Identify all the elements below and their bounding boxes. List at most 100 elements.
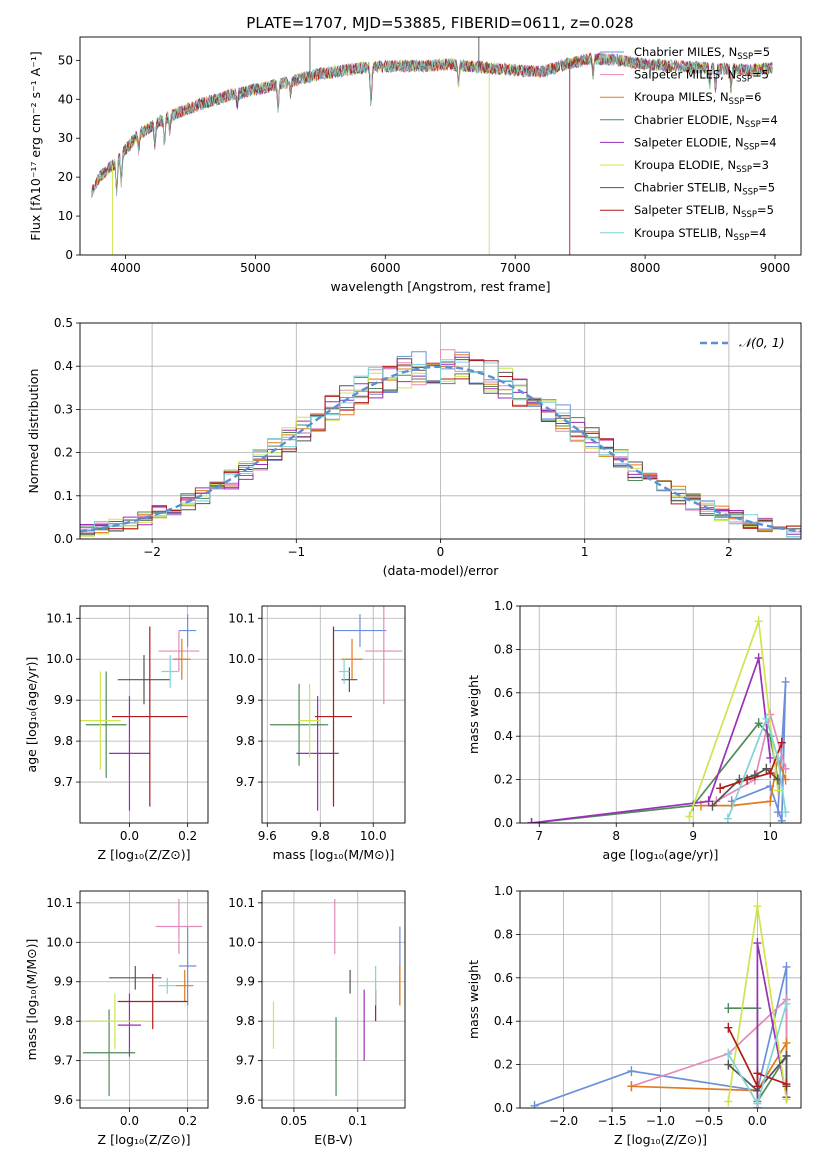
y-axis-label: Flux [fλ10⁻¹⁷ erg cm⁻² s⁻¹ A⁻¹] — [28, 51, 43, 240]
x-tick-label: −1 — [287, 545, 305, 559]
y-tick-label: 9.9 — [54, 975, 73, 989]
x-tick-label: 7 — [535, 829, 543, 843]
y-tick-label: 9.9 — [236, 693, 255, 707]
panel-spectrum: 4000 5000 6000 7000 8000 9000 0 10 20 30 40 50 wavel… — [28, 36, 802, 294]
y-tick-label: 10.1 — [46, 896, 73, 910]
x-tick-label: 9.8 — [311, 829, 330, 843]
x-tick-label: −1.5 — [597, 1114, 626, 1128]
weight-marker-salpeter-elodie — [754, 653, 763, 664]
weight-marker-chabrier-miles — [782, 961, 791, 972]
weight-marker-chabrier-miles — [627, 1066, 636, 1077]
panel-mass-weight-vs-age: 7 8 9 10 0.0 0.2 0.4 0.6 0.8 1.0 age [log₁₀(age/yr… — [466, 599, 802, 862]
plot-area — [82, 898, 203, 1097]
y-tick-label: 40 — [58, 92, 73, 106]
plot-area — [527, 616, 790, 823]
x-tick-label: −2 — [143, 545, 161, 559]
legend-label-salpeter-stelib: Salpeter STELIB, NSSP=5 — [634, 203, 774, 220]
weight-line-salpeter-elodie — [531, 657, 772, 823]
y-axis-label: mass [log₁₀(M/M⊙)] — [24, 939, 39, 1061]
weight-marker-kroupa-stelib — [782, 998, 791, 1009]
x-tick-label: 0.05 — [281, 1114, 308, 1128]
y-tick-label: 0.0 — [54, 532, 73, 546]
x-tick-label: 10.0 — [360, 829, 387, 843]
y-tick-label: 9.9 — [236, 975, 255, 989]
y-axis-label: mass weight — [466, 960, 481, 1039]
weight-line-chabrier-miles — [731, 681, 787, 822]
x-axis-label: age [log₁₀(age/yr)] — [603, 847, 719, 862]
x-axis-label: Z [log₁₀(Z/Z⊙)] — [98, 847, 191, 862]
weight-marker-chabrier-elodie — [724, 1003, 733, 1014]
axes-frame — [519, 890, 802, 1109]
weight-marker-kroupa-miles — [627, 1081, 636, 1092]
weight-marker-chabrier-stelib — [708, 800, 717, 811]
plot-area — [80, 349, 801, 538]
weight-marker-chabrier-stelib — [724, 1059, 733, 1070]
y-tick-label: 0.4 — [494, 1014, 513, 1028]
x-axis-label: (data-model)/error — [383, 563, 500, 578]
weight-marker-chabrier-stelib — [762, 763, 771, 774]
y-tick-label: 10.0 — [46, 935, 73, 949]
weight-line-salpeter-miles — [715, 711, 787, 803]
y-tick-label: 10.0 — [228, 935, 255, 949]
y-tick-label: 0.8 — [494, 927, 513, 941]
plot-area — [91, 37, 773, 255]
y-tick-label: 9.6 — [54, 1093, 73, 1107]
x-tick-label: 9.6 — [258, 829, 277, 843]
y-tick-label: 0.0 — [494, 1101, 513, 1115]
weight-marker-salpeter-stelib — [753, 1068, 762, 1079]
weight-line-salpeter-stelib — [727, 1027, 787, 1087]
legend-label-salpeter-elodie: Salpeter ELODIE, NSSP=4 — [634, 135, 777, 152]
y-tick-label: 9.6 — [236, 1093, 255, 1107]
y-tick-label: 10 — [58, 209, 73, 223]
y-tick-label: 9.8 — [54, 1014, 73, 1028]
weight-line-kroupa-stelib — [727, 716, 787, 820]
weight-marker-kroupa-miles — [781, 774, 790, 785]
y-tick-label: 0.6 — [494, 971, 513, 985]
weight-marker-chabrier-miles — [781, 676, 790, 687]
x-tick-label: 0.2 — [178, 829, 197, 843]
x-tick-label: 0 — [437, 545, 445, 559]
x-tick-label: 4000 — [110, 261, 141, 275]
weight-marker-salpeter-stelib — [753, 1081, 762, 1092]
weight-marker-kroupa-stelib — [762, 713, 771, 724]
y-tick-label: 0 — [65, 248, 73, 262]
weight-marker-kroupa-stelib — [753, 1098, 762, 1108]
panel-mass-vs-EBV: 0.05 0.1 9.6 9.7 9.8 9.9 10.0 10.1 E(B-V) — [228, 890, 406, 1147]
y-tick-label: 20 — [58, 170, 73, 184]
y-tick-label: 9.8 — [54, 734, 73, 748]
x-tick-label: 6000 — [370, 261, 401, 275]
plot-area — [269, 606, 403, 811]
weight-marker-salpeter-elodie — [753, 938, 762, 949]
weight-marker-kroupa-elodie — [754, 616, 763, 627]
panel-residuals: −2 −1 0 1 2 0.0 0.1 0.2 0.3 0.4 0.5 (data-model)/er… — [26, 316, 802, 578]
x-tick-label: 9 — [689, 829, 697, 843]
legend-label-kroupa-elodie: Kroupa ELODIE, NSSP=3 — [634, 158, 769, 175]
y-tick-label: 0.6 — [494, 686, 513, 700]
x-tick-label: 1 — [581, 545, 589, 559]
axes-frame — [79, 322, 802, 540]
y-tick-label: 50 — [58, 53, 73, 67]
x-tick-label: 8000 — [630, 261, 661, 275]
panel-mass-weight-vs-Z: −2.0 −1.5 −1.0 −0.5 0.0 0.0 0.2 0.4 0.6 0.8 1.0 Z [… — [466, 884, 802, 1147]
weight-marker-kroupa-elodie — [724, 1096, 733, 1107]
weight-marker-kroupa-elodie — [773, 785, 782, 796]
panel-mass-vs-Z: 0.0 0.2 9.6 9.7 9.8 9.9 10.0 10.1 Z [log₁₀(Z/Z⊙)… — [24, 890, 209, 1147]
legend-label-normal: 𝒩(0, 1) — [739, 335, 785, 350]
x-tick-label: −1.0 — [646, 1114, 675, 1128]
legend-label-chabrier-stelib: Chabrier STELIB, NSSP=5 — [634, 181, 775, 198]
weight-marker-chabrier-miles — [773, 807, 782, 818]
legend-label-kroupa-miles: Kroupa MILES, NSSP=6 — [634, 90, 761, 107]
weight-marker-salpeter-elodie — [704, 796, 713, 807]
panel-age-vs-Z: 0.0 0.2 9.7 9.8 9.9 10.0 10.1 Z [log₁₀(Z/Z⊙)] ag… — [24, 605, 209, 862]
y-tick-label: 10.1 — [46, 611, 73, 625]
weight-marker-kroupa-miles — [782, 1037, 791, 1048]
y-axis-label: mass weight — [466, 675, 481, 754]
weight-marker-salpeter-stelib — [743, 774, 752, 785]
weight-marker-chabrier-elodie — [754, 718, 763, 729]
y-tick-label: 9.7 — [54, 775, 73, 789]
legend-label-kroupa-stelib: Kroupa STELIB, NSSP=4 — [634, 226, 766, 243]
weight-marker-kroupa-stelib — [781, 807, 790, 818]
y-tick-label: 0.8 — [494, 642, 513, 656]
legend-label-chabrier-miles: Chabrier MILES, NSSP=5 — [634, 45, 770, 62]
axes-frame — [79, 890, 209, 1109]
